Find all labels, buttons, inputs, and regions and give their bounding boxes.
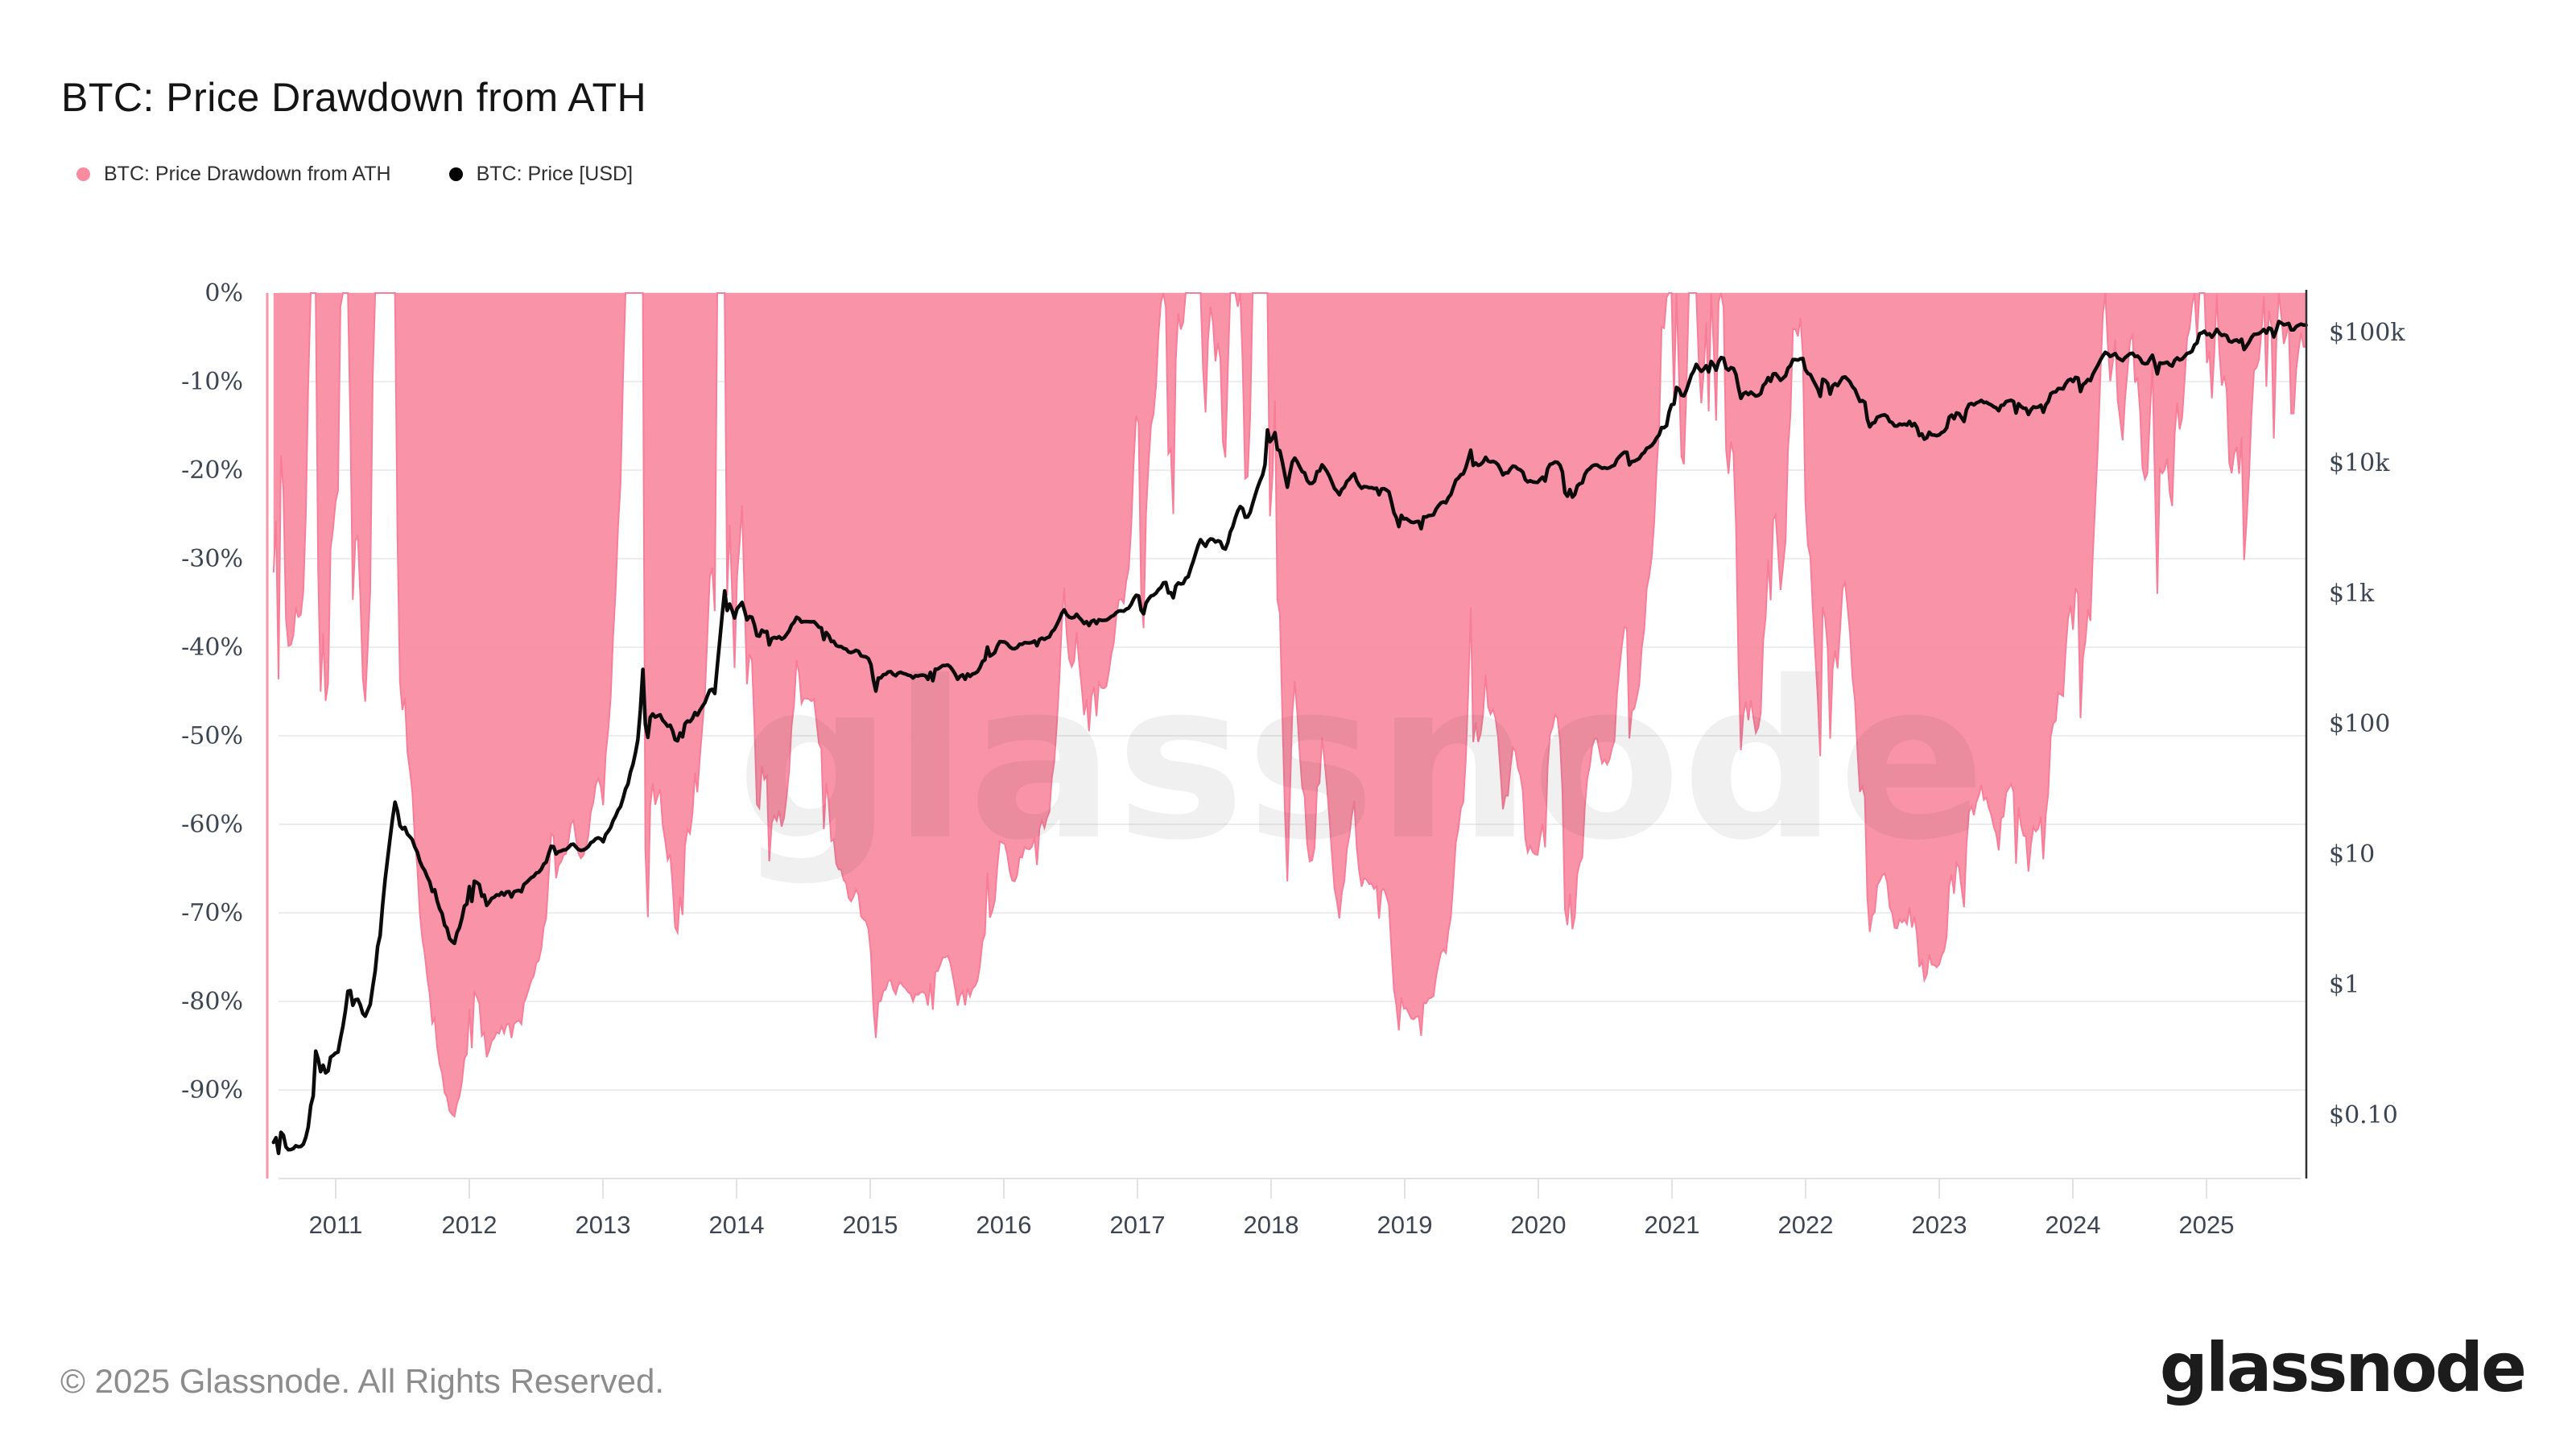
x-tick-label-2022: 2022: [1778, 1211, 1834, 1239]
page-title: BTC: Price Drawdown from ATH: [61, 74, 647, 120]
y-left-tick-label--80: -80%: [181, 988, 243, 1016]
y-left-tick-label--30: -30%: [181, 545, 243, 573]
glassnode-logo: glassnode: [2159, 1328, 2527, 1407]
y-left-tick-label--70: -70%: [181, 899, 243, 927]
y-left-tick-label--20: -20%: [181, 456, 243, 485]
legend-item-1[interactable]: BTC: Price [USD]: [448, 163, 634, 186]
y-right-tick-label-$10k: $10k: [2329, 449, 2390, 477]
x-tick-label-2021: 2021: [1645, 1211, 1700, 1239]
axis-labels-group: 2011 2012 2013 2014 2015 2016 2017 2018 2019 2020…: [181, 279, 2405, 1239]
y-right-tick-label-$100: $100: [2329, 710, 2390, 738]
x-tick-label-2016: 2016: [976, 1211, 1032, 1239]
legend-dot-icon: [76, 167, 90, 181]
copyright-text: © 2025 Glassnode. All Rights Reserved.: [60, 1362, 665, 1400]
x-tick-label-2012: 2012: [442, 1211, 497, 1239]
y-right-tick-label-$1: $1: [2329, 971, 2359, 999]
legend-item-0[interactable]: BTC: Price Drawdown from ATH: [76, 163, 391, 186]
x-tick-label-2018: 2018: [1244, 1211, 1299, 1239]
drawdown-area-edge: [272, 292, 2306, 1118]
y-left-tick-label--50: -50%: [181, 722, 243, 750]
series-group: [266, 292, 2308, 1179]
y-left-tick-label-0: 0%: [204, 279, 243, 308]
y-right-tick-label-$100k: $100k: [2329, 319, 2405, 347]
x-tick-label-2017: 2017: [1110, 1211, 1166, 1239]
y-right-tick-label-$10: $10: [2329, 840, 2375, 869]
x-tick-label-2015: 2015: [843, 1211, 898, 1239]
y-right-tick-label-$0.10: $0.10: [2329, 1101, 2398, 1129]
legend-item-label: BTC: Price [USD]: [476, 163, 634, 185]
x-tick-label-2011: 2011: [309, 1211, 363, 1239]
y-left-tick-label--60: -60%: [181, 811, 243, 839]
legend-dot-icon: [448, 167, 463, 181]
drawdown-left-edge-spike: [266, 293, 269, 1179]
axes-group: [279, 290, 2308, 1199]
drawdown-area-series: [273, 293, 2306, 1117]
x-tick-label-2020: 2020: [1511, 1211, 1567, 1239]
x-tick-label-2023: 2023: [1912, 1211, 1967, 1239]
legend: BTC: Price Drawdown from ATH BTC: Price […: [76, 163, 633, 186]
x-tick-label-2019: 2019: [1377, 1211, 1433, 1239]
y-left-tick-label--90: -90%: [181, 1076, 243, 1104]
x-tick-label-2025: 2025: [2179, 1211, 2235, 1239]
x-tick-label-2013: 2013: [576, 1211, 631, 1239]
x-tick-label-2014: 2014: [709, 1211, 765, 1239]
x-tick-label-2024: 2024: [2046, 1211, 2101, 1239]
legend-item-label: BTC: Price Drawdown from ATH: [104, 163, 391, 185]
y-left-tick-label--10: -10%: [181, 368, 243, 396]
y-left-tick-label--40: -40%: [181, 634, 243, 662]
price-line-series: [271, 320, 2308, 1155]
y-right-tick-label-$1k: $1k: [2329, 580, 2375, 608]
